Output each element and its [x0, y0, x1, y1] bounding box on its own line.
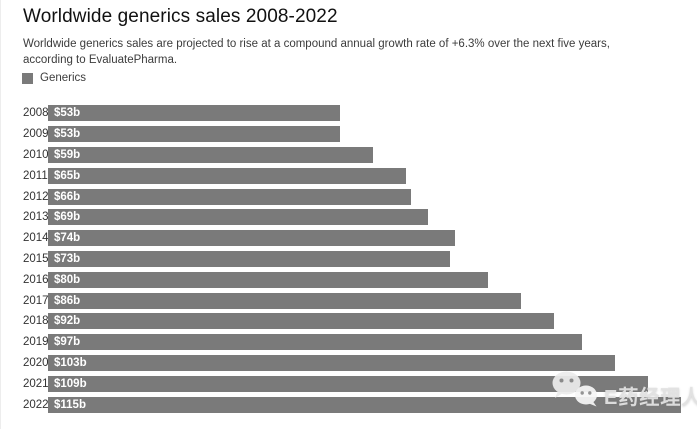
bar-value-label: $69b — [54, 211, 81, 224]
chart-row: 2017 $86b — [23, 290, 683, 311]
bar-generics: $97b — [48, 334, 582, 351]
chart-row: 2014 $74b — [23, 228, 683, 249]
chart-row: 2019 $97b — [23, 332, 683, 353]
bar-track: $74b — [48, 230, 681, 247]
year-label: 2017 — [23, 294, 49, 307]
bar-generics: $115b — [48, 396, 681, 413]
year-label: 2014 — [23, 232, 49, 245]
bar-value-label: $115b — [54, 398, 86, 411]
bar-generics: $66b — [48, 188, 412, 205]
year-label: 2018 — [23, 315, 49, 328]
bar-track: $92b — [48, 313, 681, 330]
bar-value-label: $80b — [54, 273, 81, 286]
bar-value-label: $86b — [54, 294, 81, 307]
year-label: 2015 — [23, 252, 49, 265]
chart-row: 2018 $92b — [23, 311, 683, 332]
chart-row: 2015 $73b — [23, 249, 683, 270]
year-label: 2022 — [23, 398, 49, 411]
bar-chart: 2008 $53b 2009 $53b 2010 $59b 2011 $65b — [23, 103, 683, 415]
bar-track: $69b — [48, 209, 681, 226]
bar-track: $97b — [48, 334, 681, 351]
bar-track: $53b — [48, 126, 681, 143]
chart-row: 2009 $53b — [23, 124, 683, 145]
bar-value-label: $53b — [54, 128, 81, 141]
bar-value-label: $92b — [54, 315, 81, 328]
bar-track: $115b — [48, 396, 681, 413]
bar-generics: $53b — [48, 126, 340, 143]
bar-track: $66b — [48, 188, 681, 205]
chart-row: 2022 $115b — [23, 394, 683, 415]
bar-value-label: $53b — [54, 107, 81, 120]
bar-track: $59b — [48, 146, 681, 163]
chart-row: 2011 $65b — [23, 165, 683, 186]
bar-generics: $86b — [48, 292, 522, 309]
year-label: 2010 — [23, 148, 49, 161]
bar-value-label: $65b — [54, 169, 81, 182]
year-label: 2012 — [23, 190, 49, 203]
bar-track: $73b — [48, 250, 681, 267]
bar-generics: $74b — [48, 230, 456, 247]
chart-row: 2012 $66b — [23, 186, 683, 207]
chart-row: 2013 $69b — [23, 207, 683, 228]
bar-value-label: $73b — [54, 252, 81, 265]
bar-track: $53b — [48, 105, 681, 122]
bar-generics: $73b — [48, 250, 450, 267]
bar-track: $86b — [48, 292, 681, 309]
year-label: 2008 — [23, 107, 49, 120]
chart-row: 2020 $103b — [23, 353, 683, 374]
chart-title: Worldwide generics sales 2008-2022 — [23, 6, 338, 27]
bar-generics: $59b — [48, 146, 373, 163]
bar-value-label: $103b — [54, 356, 87, 369]
legend: Generics — [22, 72, 86, 84]
bar-track: $80b — [48, 271, 681, 288]
bar-generics: $80b — [48, 271, 489, 288]
bar-generics: $65b — [48, 167, 406, 184]
bar-value-label: $74b — [54, 232, 81, 245]
chart-subtitle: Worldwide generics sales are projected t… — [23, 38, 610, 67]
bar-track: $109b — [48, 375, 681, 392]
bar-value-label: $109b — [54, 377, 87, 390]
legend-swatch-generics — [22, 72, 33, 84]
bar-track: $65b — [48, 167, 681, 184]
chart-row: 2021 $109b — [23, 373, 683, 394]
bar-value-label: $59b — [54, 148, 81, 161]
chart-row: 2016 $80b — [23, 269, 683, 290]
year-label: 2011 — [23, 169, 48, 182]
bar-generics: $103b — [48, 354, 615, 371]
year-label: 2009 — [23, 128, 49, 141]
year-label: 2019 — [23, 336, 49, 349]
chart-row: 2010 $59b — [23, 145, 683, 166]
legend-label-generics: Generics — [40, 72, 87, 84]
bar-generics: $53b — [48, 105, 340, 122]
bar-generics: $92b — [48, 313, 555, 330]
bar-track: $103b — [48, 354, 681, 371]
bar-generics: $109b — [48, 375, 648, 392]
year-label: 2013 — [23, 211, 49, 224]
chart-row: 2008 $53b — [23, 103, 683, 124]
year-label: 2016 — [23, 273, 49, 286]
bar-value-label: $97b — [54, 336, 81, 349]
year-label: 2020 — [23, 356, 49, 369]
year-label: 2021 — [23, 377, 49, 390]
bar-generics: $69b — [48, 209, 428, 226]
bar-value-label: $66b — [54, 190, 81, 203]
